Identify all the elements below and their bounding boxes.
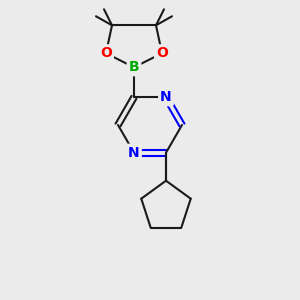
Text: B: B xyxy=(129,60,139,74)
Text: N: N xyxy=(128,146,140,160)
Text: O: O xyxy=(100,46,112,60)
Text: O: O xyxy=(156,46,168,60)
Text: N: N xyxy=(160,90,172,104)
